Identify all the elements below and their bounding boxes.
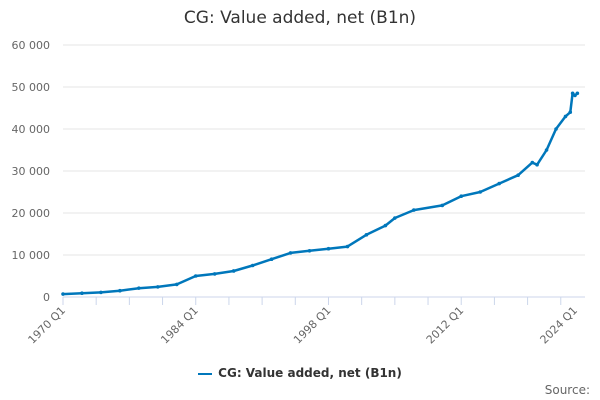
data-point [544, 148, 549, 152]
data-point [288, 251, 293, 255]
data-point [393, 216, 397, 220]
y-tick-label: 10 000 [12, 249, 51, 262]
data-point [118, 288, 122, 293]
legend-swatch [198, 372, 213, 375]
x-tick-label: 1984 Q1 [158, 304, 201, 347]
data-point [554, 127, 558, 131]
data-point [269, 257, 274, 262]
x-tick-label: 1998 Q1 [291, 304, 334, 347]
data-point [497, 181, 501, 186]
data-point [307, 249, 312, 253]
y-tick-label: 0 [43, 291, 50, 304]
data-point [174, 282, 179, 287]
data-point [570, 91, 575, 96]
data-point [530, 160, 535, 165]
data-point [99, 290, 103, 295]
legend-label: CG: Value added, net (B1n) [218, 366, 402, 380]
y-tick-label: 40 000 [12, 123, 51, 136]
y-tick-label: 60 000 [12, 39, 51, 52]
data-point [478, 190, 482, 194]
data-point [535, 162, 539, 167]
y-tick-label: 50 000 [12, 81, 51, 94]
data-point [137, 286, 141, 290]
chart-title: CG: Value added, net (B1n) [183, 8, 417, 28]
x-tick-label: 1970 Q1 [26, 304, 69, 347]
data-point [412, 208, 416, 212]
data-point [212, 272, 217, 276]
data-point [193, 274, 198, 278]
data-point [250, 263, 255, 268]
data-point [575, 91, 580, 96]
y-tick-label: 20 000 [12, 207, 51, 220]
legend-item[interactable]: CG: Value added, net (B1n) [0, 366, 600, 380]
data-point [573, 93, 577, 98]
x-tick-label: 2024 Q1 [538, 304, 581, 347]
data-point [383, 223, 388, 228]
source-label: Source: [544, 383, 590, 397]
data-point [80, 291, 84, 296]
data-point [364, 233, 369, 237]
data-point [345, 244, 350, 249]
y-tick-label: 30 000 [12, 165, 51, 178]
x-tick-label: 2012 Q1 [424, 304, 467, 347]
data-point [326, 246, 331, 251]
data-point [440, 203, 445, 208]
data-point [231, 269, 236, 273]
data-point [459, 194, 464, 198]
data-point [568, 110, 573, 114]
data-point [563, 114, 568, 119]
data-point [156, 285, 160, 289]
data-point [61, 292, 65, 296]
series-line [62, 92, 579, 296]
data-point [516, 173, 520, 177]
